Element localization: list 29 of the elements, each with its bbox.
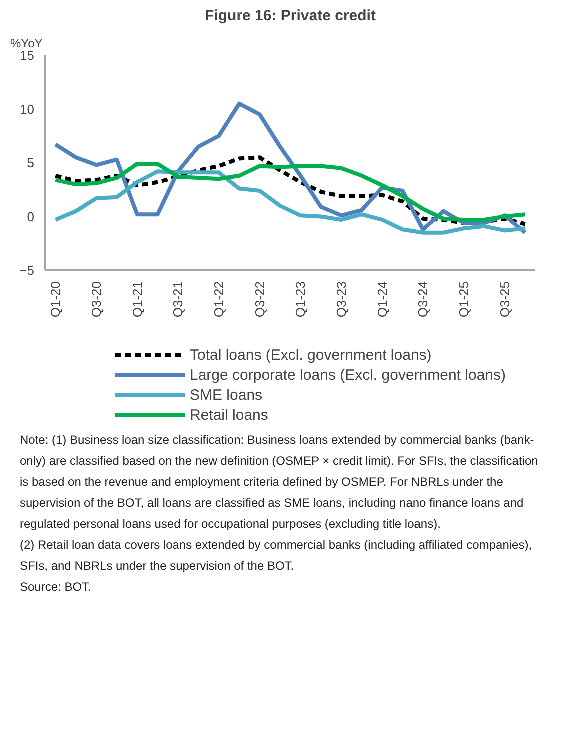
x-tick-label: Q1-25: [456, 281, 472, 318]
line-series: [54, 162, 528, 222]
line-series: [54, 156, 528, 226]
source-note: Source: BOT.: [20, 579, 92, 596]
line-series: [54, 170, 528, 235]
legend-label: Large corporate loans (Excl. government loans): [190, 366, 506, 384]
x-tick-label: Q3-21: [170, 281, 186, 318]
y-axis-title: %YoY: [10, 36, 43, 50]
x-tick-label: Q1-20: [48, 281, 64, 318]
x-tick-label: Q3-24: [416, 281, 431, 318]
x-tick-label: Q3-23: [334, 281, 350, 318]
y-tick-label: −5: [20, 263, 35, 278]
x-tick-label: Q1-23: [293, 281, 308, 318]
text: (2) Retail loan data covers loans extended by commercial banks (including affiliated companies), SFIs, and NBRLs under the supervision of the BOT.: [20, 537, 534, 575]
y-tick-label: 0: [27, 209, 35, 224]
x-tick-label: Q3-22: [252, 281, 268, 318]
y-tick-label: 10: [20, 102, 35, 117]
legend-label: Retail loans: [190, 406, 268, 424]
chart-title: Figure 16: Private credit: [205, 8, 376, 24]
x-tick-label: Q1-21: [130, 281, 145, 318]
text: Note: (1) Business loan size classification: Business loans extended by commercial banks (bank-only) are classified based on the new definition (OSMEP × credit limit). For SFIs, the classification is based on the revenue and employment criteria defined by OSMEP. For NBRLs under the supervision of the BOT, all loans are classified as SME loans, including nano finance loans and regulated personal loans used for occupational purposes (excluding title loans).: [20, 432, 540, 533]
y-tick-label: 15: [20, 48, 35, 63]
x-tick-label: Q3-20: [89, 281, 104, 318]
x-tick-label: Q1-24: [374, 281, 390, 318]
legend-label: SME loans: [190, 386, 263, 404]
legend-label: Total loans (Excl. government loans): [190, 346, 432, 364]
y-tick-label: 5: [27, 156, 35, 170]
x-tick-label: Q3-25: [497, 281, 512, 318]
x-tick-label: Q1-22: [212, 281, 227, 318]
